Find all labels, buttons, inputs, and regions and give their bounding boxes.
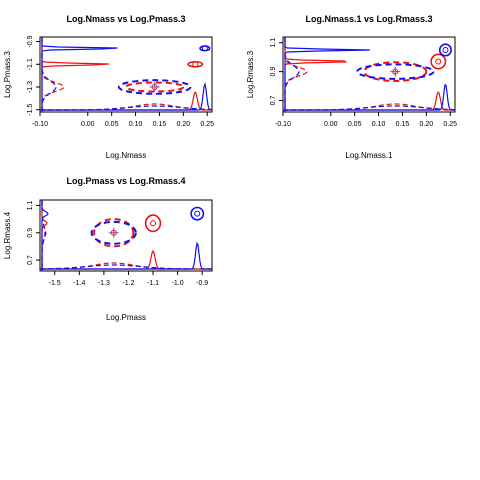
- x-density-curve: [40, 241, 212, 270]
- x-tick-label: -1.4: [73, 280, 85, 287]
- x-tick-label: 0.20: [420, 121, 434, 128]
- x-density-curve: [283, 83, 455, 111]
- series-ellipse: [93, 218, 135, 248]
- y-tick-label: -1.1: [27, 58, 34, 70]
- x-tick-label: 0.15: [396, 121, 410, 128]
- x-tick-label: 0.25: [200, 121, 214, 128]
- panel-2: [279, 36, 456, 116]
- center-point: [435, 58, 442, 65]
- y-tick-label: -0.9: [27, 35, 34, 47]
- x-axis-label: Log.Pmass: [106, 313, 146, 322]
- panel-1: [36, 36, 213, 116]
- center-point: [442, 46, 449, 53]
- y-tick-label: -1.3: [27, 81, 34, 93]
- panel-3: [36, 199, 213, 275]
- series-ellipse: [117, 79, 192, 95]
- x-tick-label: -1.5: [49, 280, 61, 287]
- x-axis-label: Log.Nmass: [106, 151, 146, 160]
- center-point: [201, 45, 208, 52]
- y-axis-label: Log.Rmass.3: [246, 50, 255, 98]
- x-density-curve: [283, 103, 456, 111]
- y-density-curve: [41, 37, 118, 112]
- series-ellipse: [363, 61, 428, 82]
- series-ellipse: [90, 220, 137, 245]
- x-tick-label: -0.9: [196, 280, 208, 287]
- y-density-curve: [41, 37, 65, 112]
- x-density-curve: [40, 81, 213, 111]
- y-tick-label: 0.7: [270, 95, 277, 105]
- x-tick-label: 0.05: [348, 121, 362, 128]
- x-axis-label: Log.Nmass.1: [345, 151, 393, 160]
- x-tick-label: -1.1: [147, 280, 159, 287]
- x-tick-label: 0.10: [129, 121, 143, 128]
- y-tick-label: -1.5: [27, 104, 34, 116]
- y-tick-label: 0.9: [270, 67, 277, 77]
- y-tick-label: 0.7: [27, 255, 34, 265]
- center-point: [150, 220, 157, 227]
- y-axis-label: Log.Pmass.3: [3, 51, 12, 98]
- center-point: [192, 61, 199, 68]
- x-tick-label: -1.3: [98, 280, 110, 287]
- x-tick-label: -0.10: [32, 121, 48, 128]
- series-ellipse: [199, 45, 211, 52]
- chart-title: Log.Nmass vs Log.Pmass.3: [66, 14, 185, 24]
- y-axis-label: Log.Rmass.4: [3, 211, 12, 259]
- y-density-curve: [41, 200, 49, 271]
- x-tick-label: 0.25: [443, 121, 457, 128]
- x-tick-label: 0.00: [324, 121, 338, 128]
- y-density-curve: [41, 37, 57, 113]
- series-ellipse: [190, 206, 205, 221]
- series-ellipse: [125, 81, 185, 93]
- x-density-curve: [40, 103, 213, 111]
- x-tick-label: 0.15: [153, 121, 167, 128]
- y-tick-label: 1.1: [270, 38, 277, 48]
- chart-title: Log.Pmass vs Log.Rmass.4: [66, 176, 185, 186]
- series-ellipse: [438, 43, 452, 57]
- series-ellipse: [144, 214, 162, 233]
- plot-frame: [39, 36, 213, 113]
- plot-frame: [282, 36, 456, 113]
- chart-title: Log.Nmass.1 vs Log.Rmass.3: [305, 14, 432, 24]
- center-point: [194, 210, 201, 217]
- x-tick-label: 0.10: [372, 121, 386, 128]
- y-tick-label: 0.9: [27, 228, 34, 238]
- x-density-curve: [40, 249, 212, 270]
- series-ellipse: [356, 63, 435, 80]
- x-tick-label: 0.05: [105, 121, 119, 128]
- x-tick-label: 0.20: [177, 121, 191, 128]
- y-tick-label: 1.1: [27, 200, 34, 210]
- series-ellipse: [187, 60, 204, 68]
- x-tick-label: 0.00: [81, 121, 95, 128]
- series-ellipse: [430, 53, 447, 70]
- x-density-curve: [39, 264, 213, 270]
- plot-frame: [39, 199, 213, 272]
- x-tick-label: -1.0: [172, 280, 184, 287]
- x-tick-label: -0.10: [275, 121, 291, 128]
- x-tick-label: -1.2: [122, 280, 134, 287]
- y-density-curve: [284, 37, 370, 112]
- x-density-curve: [283, 91, 455, 111]
